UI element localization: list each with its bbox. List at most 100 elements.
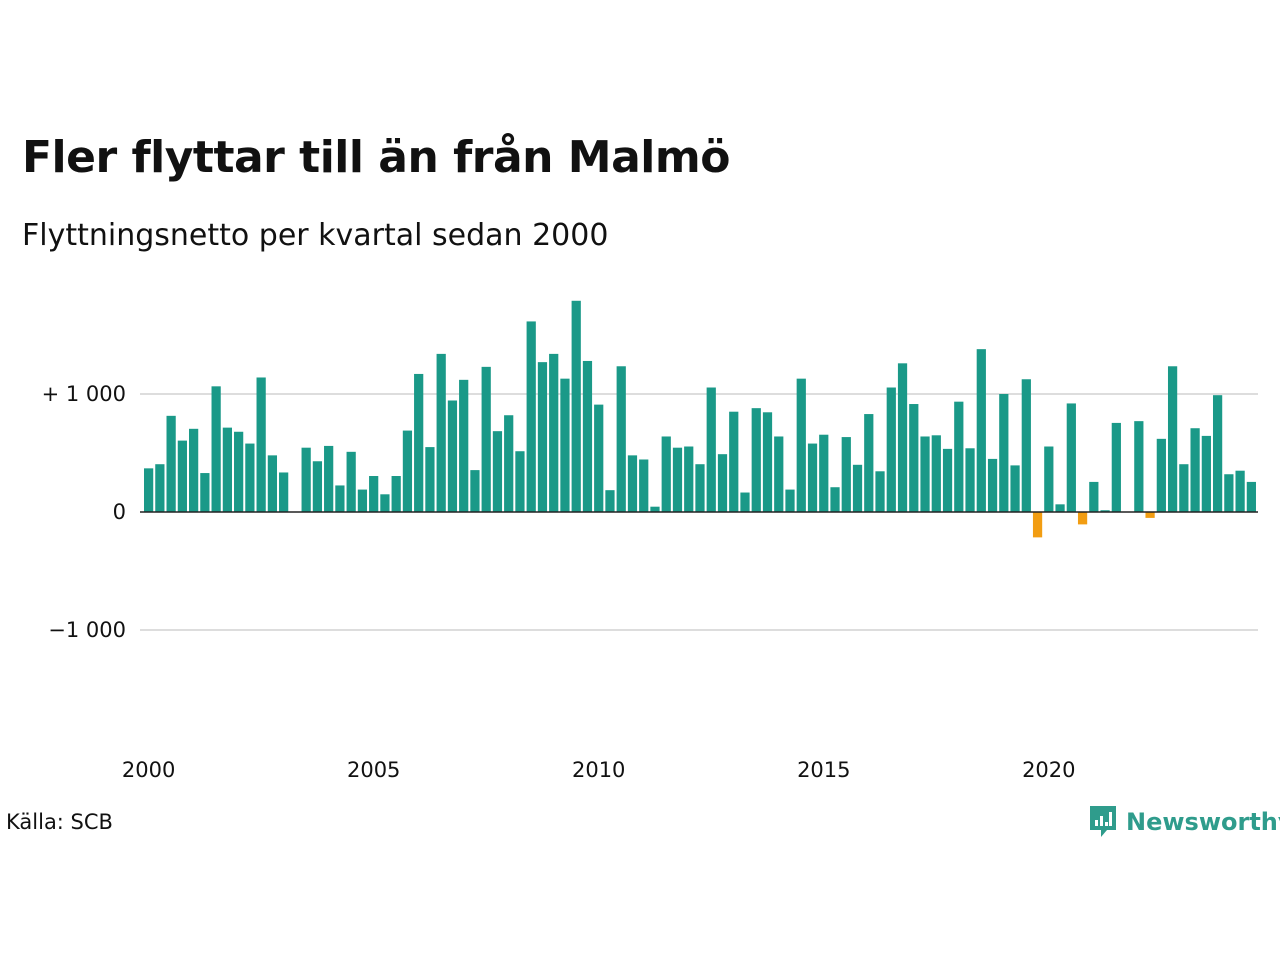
bar: [639, 459, 649, 512]
y-tick-label: + 1 000: [42, 382, 126, 406]
bar: [481, 366, 491, 512]
bar: [999, 394, 1009, 512]
bar: [346, 451, 356, 512]
bar: [954, 401, 964, 512]
bar: [155, 464, 165, 512]
bar: [1077, 512, 1088, 525]
bar: [1179, 464, 1189, 512]
gridlines: [140, 393, 1258, 631]
bar: [627, 455, 638, 512]
bar: [740, 492, 750, 512]
bar: [1145, 512, 1155, 518]
bar: [1235, 470, 1245, 512]
x-tick-label: 2015: [797, 758, 850, 782]
bar: [177, 440, 187, 512]
bar: [616, 366, 626, 512]
bar: [864, 414, 874, 512]
bar: [695, 464, 705, 512]
bar: [1032, 512, 1043, 538]
bar: [357, 489, 368, 512]
bar: [1246, 481, 1256, 512]
x-tick-label: 2000: [122, 758, 175, 782]
bar: [560, 378, 570, 512]
bar: [594, 404, 604, 512]
bar: [549, 353, 559, 512]
bar-chart: + 1 000 0 −1 000 2000 2005 2010 2015 2020: [42, 300, 1258, 782]
bar: [391, 476, 401, 512]
brand-logo: Newsworthy: [1088, 804, 1280, 840]
bar: [1044, 446, 1054, 512]
bar: [335, 485, 345, 512]
bar: [369, 476, 379, 512]
bar: [1089, 481, 1099, 512]
bar: [166, 415, 176, 512]
bar: [807, 443, 818, 512]
bar: [830, 487, 840, 512]
y-tick-label: −1 000: [48, 618, 126, 642]
bar: [515, 451, 525, 512]
bar: [245, 443, 255, 512]
bar: [1066, 403, 1076, 512]
bar: [886, 387, 896, 512]
bar: [976, 349, 986, 512]
bar: [875, 471, 885, 512]
brand-name: Newsworthy: [1126, 808, 1280, 836]
bar: [436, 353, 446, 512]
source-note: Källa: SCB: [6, 810, 113, 834]
bar: [1190, 428, 1200, 512]
bar: [762, 412, 773, 512]
bar: [672, 447, 683, 512]
bar: [222, 427, 232, 512]
bar: [301, 447, 311, 512]
bar: [459, 379, 469, 512]
bar: [1100, 510, 1110, 512]
y-tick-label: 0: [113, 500, 126, 524]
bar: [571, 300, 581, 512]
bar: [841, 437, 851, 512]
bar: [1224, 474, 1234, 512]
bar: [897, 363, 908, 512]
bars: [144, 300, 1256, 538]
x-tick-label: 2005: [347, 758, 400, 782]
x-tick-label: 2020: [1022, 758, 1075, 782]
bar: [425, 447, 435, 512]
bar: [774, 436, 784, 512]
newsworthy-logo-icon: [1090, 806, 1116, 837]
bar: [414, 373, 424, 512]
bar: [717, 454, 728, 512]
bar: [1156, 438, 1166, 512]
bar: [1111, 422, 1121, 512]
bar: [605, 490, 615, 512]
bar: [684, 446, 694, 512]
bar: [582, 360, 593, 512]
bar: [267, 455, 278, 512]
bar: [819, 434, 829, 512]
bar: [909, 404, 919, 512]
bar: [234, 431, 244, 512]
bar: [402, 430, 413, 512]
bar: [492, 431, 503, 512]
bar: [920, 436, 930, 512]
bar: [1055, 504, 1065, 512]
bar: [706, 387, 716, 512]
bar: [189, 428, 199, 512]
bar: [987, 458, 998, 512]
bar: [200, 473, 210, 512]
bar: [1021, 379, 1031, 512]
bar: [785, 489, 795, 512]
bar: [965, 448, 975, 512]
chart-subtitle: Flyttningsnetto per kvartal sedan 2000: [22, 218, 609, 253]
bar: [751, 408, 761, 512]
bar: [931, 435, 941, 512]
bar: [1212, 395, 1223, 512]
bar: [1201, 435, 1211, 512]
bar: [144, 468, 154, 512]
x-tick-label: 2010: [572, 758, 625, 782]
bar: [650, 506, 660, 512]
axes: + 1 000 0 −1 000 2000 2005 2010 2015 2020: [42, 382, 1258, 782]
bar: [661, 436, 671, 512]
bar: [1167, 366, 1178, 512]
bar: [312, 461, 323, 512]
bar: [1010, 465, 1020, 512]
bar: [942, 448, 953, 512]
